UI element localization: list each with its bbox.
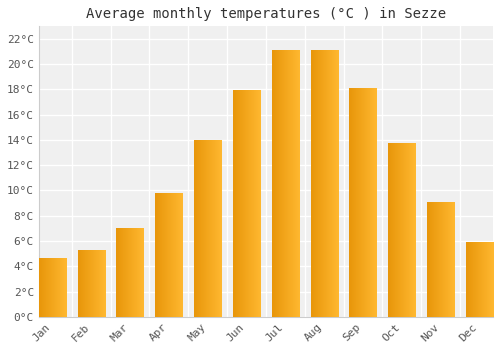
Title: Average monthly temperatures (°C ) in Sezze: Average monthly temperatures (°C ) in Se… [86, 7, 446, 21]
